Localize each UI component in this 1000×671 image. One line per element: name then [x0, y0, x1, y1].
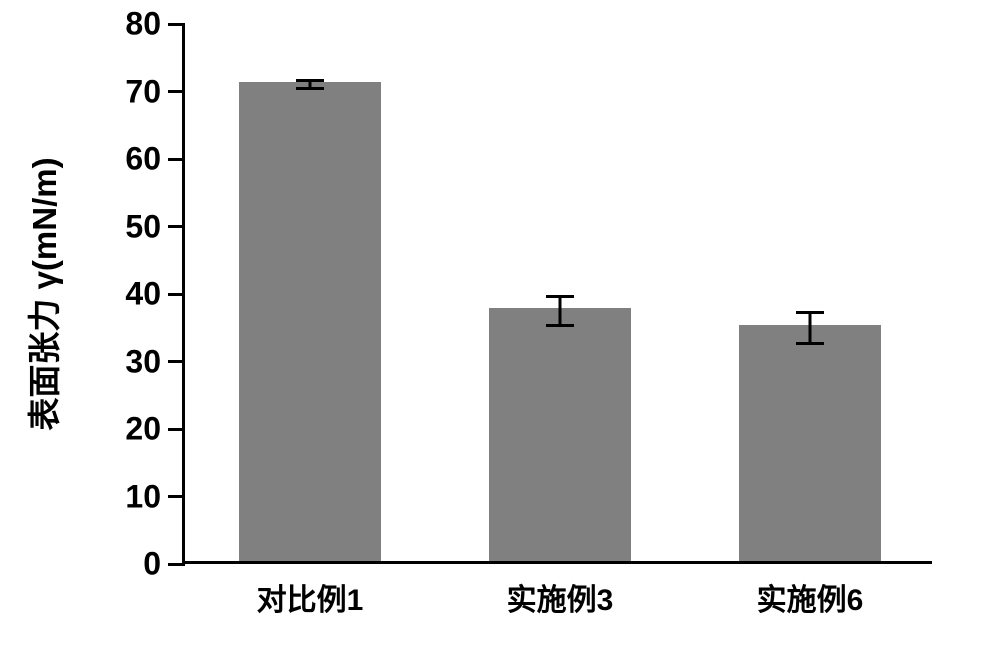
y-tick-label: 80: [125, 6, 161, 43]
y-tick: [168, 563, 185, 566]
x-tick-label: 对比例1: [257, 575, 364, 619]
y-tick: [168, 90, 185, 93]
x-tick-label: 实施例6: [757, 575, 864, 619]
y-tick-label: 70: [125, 73, 161, 110]
y-tick-label: 30: [125, 343, 161, 380]
bar: [739, 325, 882, 561]
plot-area: 01020304050607080对比例1实施例3实施例6: [182, 24, 932, 564]
y-tick-label: 50: [125, 208, 161, 245]
y-tick: [168, 495, 185, 498]
y-tick-label: 40: [125, 276, 161, 313]
y-tick-label: 20: [125, 411, 161, 448]
y-tick-label: 60: [125, 141, 161, 178]
bar-chart: 表面张力 γ(mN/m) 01020304050607080对比例1实施例3实施…: [0, 0, 1000, 671]
y-tick-label: 0: [143, 546, 161, 583]
y-tick: [168, 428, 185, 431]
y-tick: [168, 293, 185, 296]
y-tick: [168, 360, 185, 363]
x-tick-label: 实施例3: [507, 575, 614, 619]
y-axis-title: 表面张力 γ(mN/m): [18, 157, 66, 430]
y-tick: [168, 23, 185, 26]
bar: [239, 82, 382, 561]
y-tick: [168, 225, 185, 228]
y-tick: [168, 158, 185, 161]
y-tick-label: 10: [125, 478, 161, 515]
bar: [489, 308, 632, 561]
